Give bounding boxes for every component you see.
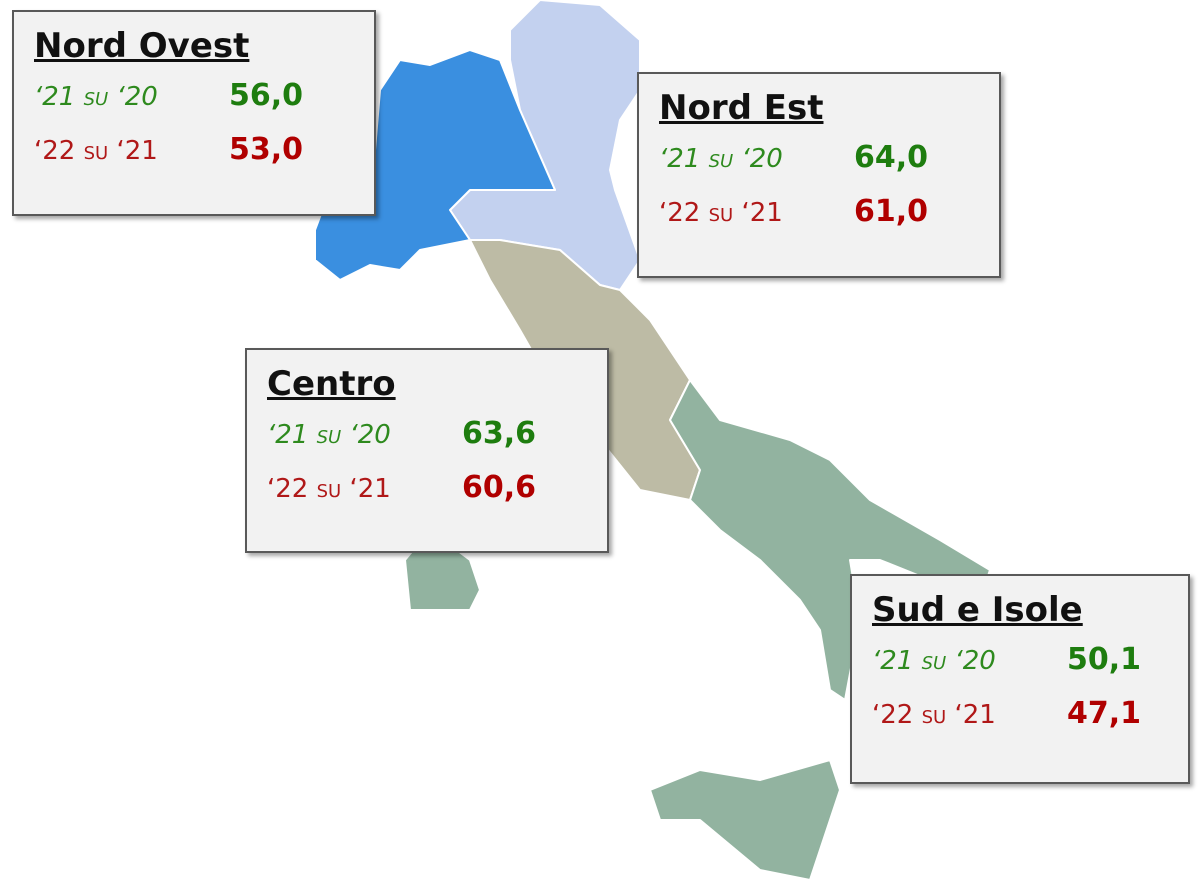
row-value: 50,1 bbox=[1067, 642, 1142, 677]
value-row: ‘21 su ‘20 50,1 bbox=[872, 642, 1188, 696]
value-row: ‘21 su ‘20 63,6 bbox=[267, 416, 607, 470]
row-label: ‘22 su ‘21 bbox=[659, 198, 783, 228]
value-row: ‘21 su ‘20 56,0 bbox=[34, 78, 374, 132]
value-row: ‘22 su ‘21 53,0 bbox=[34, 132, 374, 186]
row-value: 47,1 bbox=[1067, 696, 1142, 731]
row-label: ‘22 su ‘21 bbox=[872, 700, 996, 730]
row-value: 56,0 bbox=[229, 78, 304, 113]
row-value: 53,0 bbox=[229, 132, 304, 167]
region-title: Nord Est bbox=[659, 88, 824, 128]
row-label: ‘22 su ‘21 bbox=[34, 136, 158, 166]
row-label: ‘21 su ‘20 bbox=[34, 82, 158, 112]
region-box: Centro ‘21 su ‘20 63,6 ‘22 su ‘21 60,6 bbox=[245, 348, 609, 553]
region-title: Centro bbox=[267, 364, 396, 404]
value-row: ‘21 su ‘20 64,0 bbox=[659, 140, 999, 194]
nord-ovest-area bbox=[314, 49, 556, 281]
row-value: 61,0 bbox=[854, 194, 929, 229]
row-label: ‘21 su ‘20 bbox=[659, 144, 783, 174]
region-box: Nord Est ‘21 su ‘20 64,0 ‘22 su ‘21 61,0 bbox=[637, 72, 1001, 278]
region-title: Nord Ovest bbox=[34, 26, 250, 66]
value-row: ‘22 su ‘21 47,1 bbox=[872, 696, 1188, 750]
region-box: Sud e Isole ‘21 su ‘20 50,1 ‘22 su ‘21 47,1 bbox=[850, 574, 1190, 784]
row-value: 63,6 bbox=[462, 416, 537, 451]
row-label: ‘21 su ‘20 bbox=[267, 420, 391, 450]
row-value: 64,0 bbox=[854, 140, 929, 175]
region-title: Sud e Isole bbox=[872, 590, 1083, 630]
region-box: Nord Ovest ‘21 su ‘20 56,0 ‘22 su ‘21 53,0 bbox=[12, 10, 376, 216]
value-row: ‘22 su ‘21 60,6 bbox=[267, 470, 607, 524]
row-label: ‘21 su ‘20 bbox=[872, 646, 996, 676]
sicilia-area bbox=[649, 759, 841, 881]
value-row: ‘22 su ‘21 61,0 bbox=[659, 194, 999, 248]
row-label: ‘22 su ‘21 bbox=[267, 474, 391, 504]
row-value: 60,6 bbox=[462, 470, 537, 505]
